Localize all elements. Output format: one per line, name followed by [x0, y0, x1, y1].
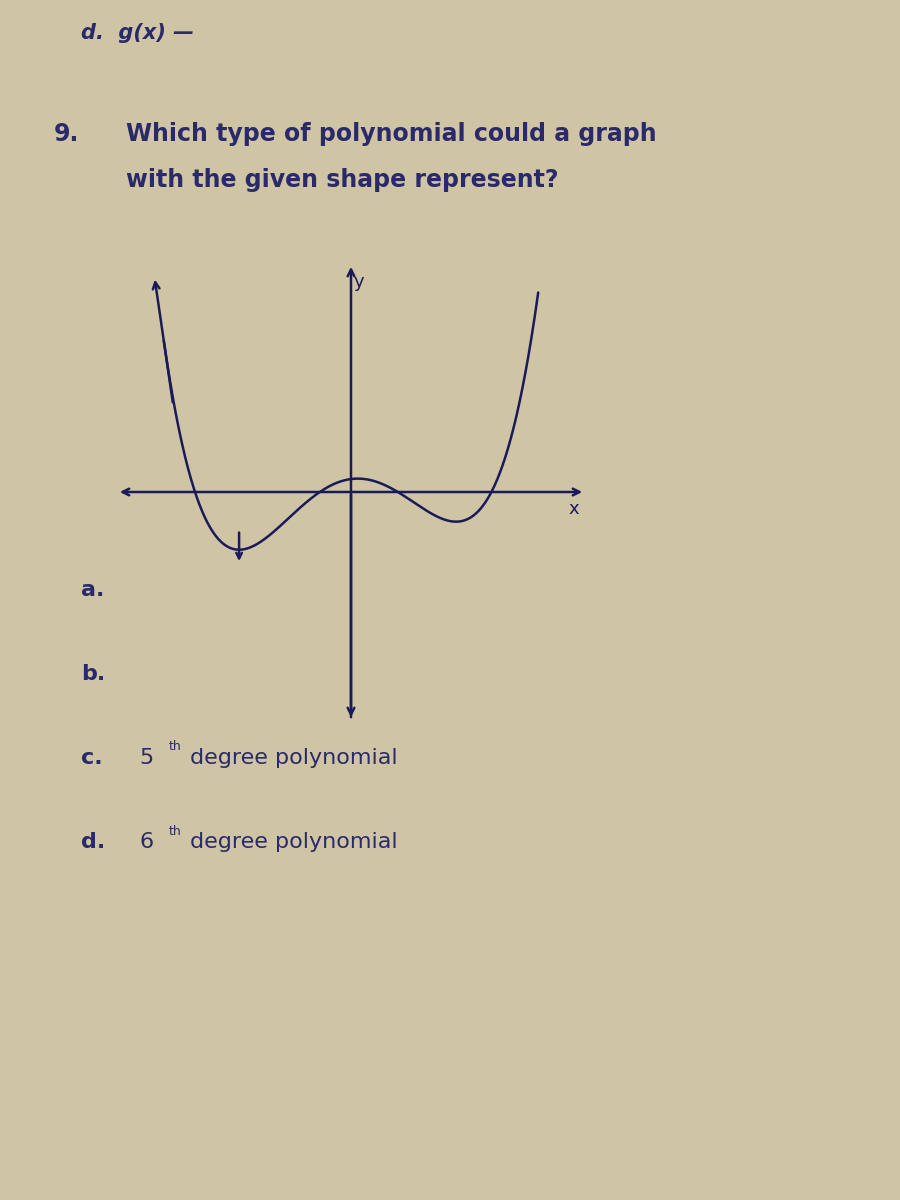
Text: th: th: [168, 740, 181, 754]
Text: Which type of polynomial could a graph: Which type of polynomial could a graph: [126, 121, 657, 145]
Text: 9.: 9.: [54, 121, 79, 145]
Text: rd: rd: [168, 572, 181, 584]
Text: d.: d.: [81, 833, 105, 852]
Text: c.: c.: [81, 748, 103, 768]
Text: 3: 3: [140, 580, 154, 600]
Text: with the given shape represent?: with the given shape represent?: [126, 168, 559, 192]
Text: y: y: [354, 274, 364, 292]
Text: 5: 5: [140, 748, 154, 768]
Text: b.: b.: [81, 664, 105, 684]
Text: degree polynomial: degree polynomial: [190, 833, 398, 852]
Text: d.  g(x) —: d. g(x) —: [81, 23, 194, 43]
Text: a.: a.: [81, 580, 104, 600]
Text: th: th: [168, 656, 181, 670]
Text: degree polynomial: degree polynomial: [190, 748, 398, 768]
Text: degree polynomial: degree polynomial: [190, 580, 398, 600]
Text: 4: 4: [140, 664, 154, 684]
Text: degree polynomial: degree polynomial: [190, 664, 398, 684]
Text: th: th: [168, 824, 181, 838]
Text: x: x: [568, 500, 579, 518]
Text: 6: 6: [140, 833, 154, 852]
